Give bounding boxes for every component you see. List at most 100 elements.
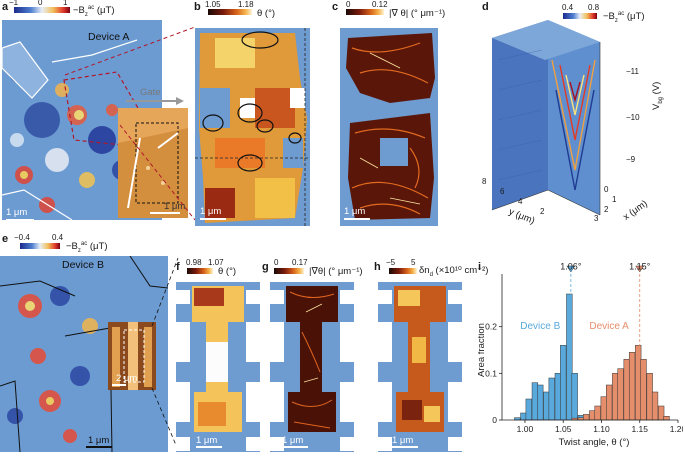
hist-bar-device-b-8	[560, 345, 567, 421]
afm-inset-e	[108, 322, 156, 390]
panel-label-a: a	[2, 1, 9, 13]
scalebar-f-text: 1 μm	[196, 435, 218, 446]
panel-label-h: h	[374, 261, 381, 273]
colorbar-b-tick-max: 1.18	[238, 0, 254, 9]
x-tick-label-0: 1.00	[517, 424, 534, 434]
gate-label: Gate	[140, 87, 161, 98]
3d-volume-d	[491, 20, 601, 216]
histogram-chart: 1.06° 1.15° 1.00 1.05 1.10 1.15 1.20 0 0.1 0.2 Twi…	[478, 262, 683, 448]
hist-bar-device-a-15	[658, 405, 665, 421]
hist-bar-device-a-4	[594, 405, 601, 421]
colorbar-h-tick-max: 5	[411, 258, 416, 267]
hist-bar-device-b-5	[543, 391, 550, 421]
x-tick-3: 2	[604, 205, 609, 214]
scalebar-h-text: 1 μm	[392, 435, 414, 446]
y-tick-label-1: 0.1	[485, 368, 497, 378]
scalebar-b-text: 1 μm	[200, 206, 222, 217]
vbg-axis-label: Vbg (V)	[651, 81, 664, 110]
vbg-tick-1: −11	[626, 67, 639, 76]
hist-bar-device-b-6	[548, 377, 555, 421]
x-tick-2: 1	[612, 195, 617, 204]
twist-map-f	[176, 282, 260, 452]
panel-label-g: g	[262, 261, 269, 273]
device-b-label: Device B	[62, 259, 105, 271]
colorbar-g	[274, 268, 304, 274]
panel-label-b: b	[194, 1, 201, 13]
annotation-text-0: 1.06°	[560, 262, 582, 271]
colorbar-b-unit: θ (°)	[257, 8, 276, 19]
twist-map-b	[195, 28, 310, 226]
series-label-device-a: Device A	[589, 321, 629, 332]
scalebar-e-inset-text: 2 μm	[116, 373, 138, 384]
gradient-map-c	[340, 28, 438, 226]
hist-bar-device-a-2	[583, 414, 590, 421]
hist-bar-device-a-3	[589, 410, 596, 421]
scalebar-b	[200, 218, 226, 220]
hist-bar-device-b-9	[566, 293, 573, 421]
hist-bar-device-a-14	[651, 391, 659, 421]
colorbar-g-tick-max: 0.17	[292, 258, 308, 267]
zoom-lines-e	[151, 257, 179, 451]
hist-bar-device-a-12	[640, 359, 647, 421]
colorbar-a-tick-min: −1	[9, 0, 19, 7]
colorbar-a-tick-max: 1	[63, 0, 68, 7]
hist-bar-device-b-10	[571, 373, 578, 421]
x-tick-label-3: 1.15	[631, 424, 648, 434]
y-tick-3: 4	[518, 197, 523, 206]
x-tick-label-2: 1.10	[593, 424, 610, 434]
vbg-tick-3: −9	[626, 155, 636, 164]
colorbar-f-tick-min: 0.98	[186, 258, 202, 267]
colorbar-g-unit: |∇θ| (° μm⁻¹)	[309, 266, 363, 277]
panel-label-f: f	[176, 261, 180, 273]
hist-bar-device-a-7	[612, 373, 619, 421]
scalebar-c-text: 1 μm	[344, 206, 366, 217]
y-tick-4: 2	[540, 207, 545, 216]
colorbar-h	[389, 268, 417, 274]
hist-bar-device-a-16	[663, 416, 670, 421]
colorbar-g-tick-min: 0	[274, 258, 279, 267]
hist-bar-device-b-4	[537, 384, 544, 421]
scalebar-a-inset-text: 1 μm	[164, 201, 186, 212]
panel-label-c: c	[332, 1, 339, 13]
colorbar-e-tick-min: −0.4	[14, 233, 30, 242]
hist-bar-device-a-6	[606, 384, 613, 421]
x-axis-title: Twist angle, θ (°)	[559, 437, 630, 448]
colorbar-d-unit: −Bzac (μT)	[603, 11, 645, 25]
hist-bar-device-b-1	[520, 412, 527, 421]
gate-arrow-icon	[126, 97, 184, 105]
scalebar-f	[196, 446, 222, 448]
colorbar-a-unit: −Bzac (μT)	[73, 5, 115, 19]
colorbar-e-tick-max: 0.4	[52, 233, 64, 242]
hist-bar-device-a-8	[617, 368, 624, 421]
colorbar-e-unit: −Bzac (μT)	[66, 241, 108, 255]
colorbar-c-unit: |∇ θ| (° μm⁻¹)	[389, 8, 446, 19]
annotation-marker-0	[566, 265, 576, 273]
colorbar-e	[20, 243, 60, 249]
colorbar-f	[187, 268, 213, 274]
hist-bar-device-a-13	[646, 373, 653, 421]
y-tick-label-0: 0	[492, 415, 497, 425]
density-map-h	[378, 282, 462, 452]
series-label-device-b: Device B	[520, 321, 560, 332]
colorbar-h-tick-min: −5	[386, 258, 396, 267]
x-tick-label-4: 1.20	[670, 424, 683, 434]
colorbar-h-unit: δnd (×10¹⁰ cm⁻²)	[419, 265, 489, 278]
hist-bar-device-b-3	[531, 382, 539, 421]
scalebar-c	[344, 218, 370, 220]
x-tick-label-1: 1.05	[555, 424, 572, 434]
x-tick-1: 0	[604, 185, 609, 194]
hist-bar-device-b-2	[525, 398, 532, 421]
vbg-tick-2: −10	[626, 113, 640, 122]
hist-bar-device-a-11	[635, 345, 642, 421]
scalebar-e-text: 1 μm	[88, 435, 110, 446]
y-axis-title: Area fraction	[478, 323, 487, 377]
hist-bar-device-a-9	[623, 359, 630, 421]
hist-bar-device-b-7	[554, 373, 561, 421]
gradient-map-g	[270, 282, 354, 452]
y-tick-1: 8	[482, 177, 487, 186]
scalebar-g-text: 1 μm	[282, 435, 304, 446]
colorbar-f-unit: θ (°)	[218, 266, 237, 277]
colorbar-c-tick-min: 0	[346, 0, 351, 9]
colorbar-b	[208, 9, 252, 15]
colorbar-b-tick-min: 1.05	[205, 0, 221, 9]
